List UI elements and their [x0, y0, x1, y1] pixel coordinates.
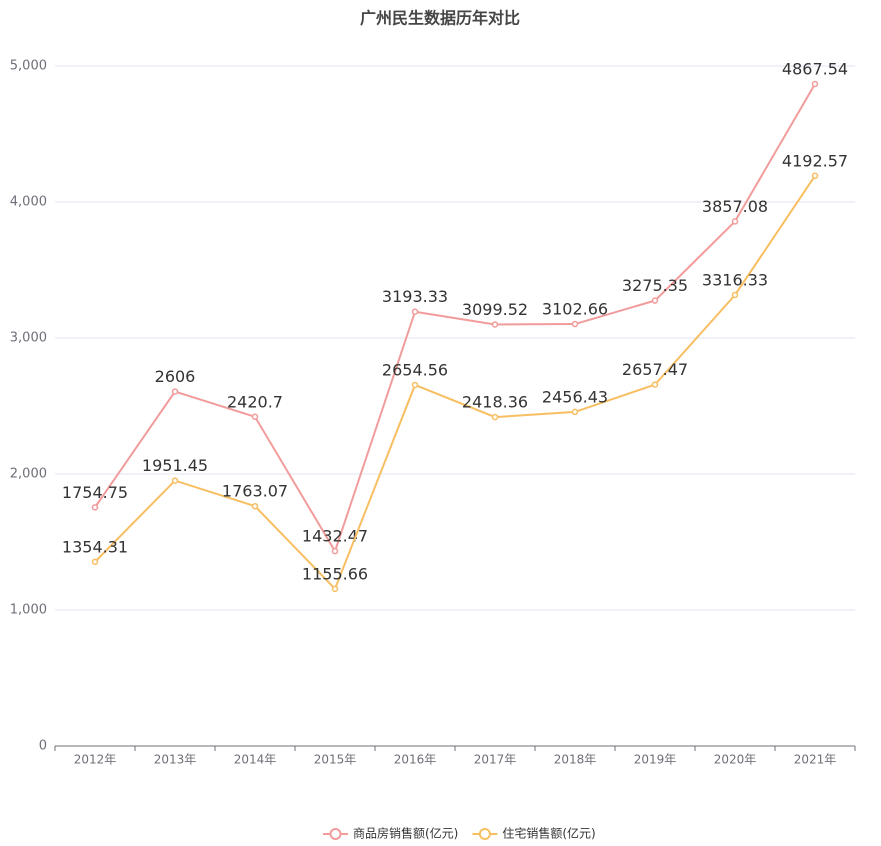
- x-tick-label: 2020年: [714, 753, 757, 767]
- x-tick-label: 2012年: [74, 753, 117, 767]
- point: [811, 172, 819, 180]
- data-label: 1354.31: [62, 537, 128, 556]
- point: [251, 502, 259, 510]
- point: [91, 558, 99, 566]
- data-label: 3193.33: [382, 287, 448, 306]
- x-tick-label: 2021年: [794, 753, 837, 767]
- point: [171, 477, 179, 484]
- point: [491, 413, 499, 421]
- data-label: 3102.66: [542, 300, 608, 319]
- point: [171, 388, 179, 395]
- y-tick-label: 2,000: [10, 467, 47, 482]
- y-tick-label: 4,000: [10, 195, 47, 210]
- point: [811, 80, 819, 88]
- data-label: 3857.08: [702, 197, 768, 216]
- point: [651, 381, 659, 388]
- series-line: [94, 175, 816, 591]
- data-label: 2654.56: [382, 360, 448, 379]
- data-label: 2420.7: [227, 392, 283, 411]
- point: [731, 291, 739, 299]
- series-line: [94, 83, 816, 554]
- legend-label[interactable]: 住宅销售额(亿元): [502, 826, 595, 841]
- point: [571, 408, 579, 416]
- x-tick-label: 2015年: [314, 753, 357, 767]
- point: [491, 321, 499, 328]
- y-tick-label: 5,000: [10, 59, 47, 74]
- legend-label[interactable]: 商品房销售额(亿元): [353, 826, 458, 841]
- x-tick-label: 2018年: [554, 753, 597, 767]
- point: [331, 547, 339, 555]
- x-tick-label: 2016年: [394, 753, 437, 767]
- x-tick-label: 2019年: [634, 753, 677, 767]
- data-label: 2456.43: [542, 387, 608, 406]
- data-label: 4192.57: [782, 151, 848, 170]
- y-tick-label: 3,000: [10, 331, 47, 346]
- point: [731, 218, 739, 225]
- y-tick-label: 0: [39, 739, 47, 754]
- point: [331, 585, 339, 593]
- point: [411, 381, 419, 389]
- x-tick-label: 2017年: [474, 753, 517, 767]
- data-label: 1155.66: [302, 564, 368, 583]
- x-tick-label: 2014年: [234, 753, 277, 767]
- data-label: 2418.36: [462, 393, 528, 412]
- data-label: 1754.75: [62, 483, 128, 502]
- data-label: 2657.47: [622, 360, 688, 379]
- y-tick-label: 1,000: [10, 603, 47, 618]
- x-tick-label: 2013年: [154, 753, 197, 767]
- legend-icon[interactable]: [329, 828, 342, 840]
- point: [411, 308, 419, 315]
- legend-icon[interactable]: [478, 828, 491, 840]
- data-label: 1763.07: [222, 482, 288, 501]
- point: [91, 504, 99, 511]
- data-label: 1432.47: [302, 527, 368, 546]
- data-label: 1951.45: [142, 456, 208, 475]
- data-label: 2606: [155, 367, 196, 386]
- data-label: 3099.52: [462, 300, 528, 319]
- point: [651, 297, 659, 304]
- point: [251, 413, 259, 421]
- data-label: 4867.54: [782, 60, 848, 79]
- chart-title: 广州民生数据历年对比: [360, 9, 520, 28]
- point: [571, 320, 579, 328]
- data-label: 3275.35: [622, 276, 688, 295]
- data-label: 3316.33: [702, 270, 768, 289]
